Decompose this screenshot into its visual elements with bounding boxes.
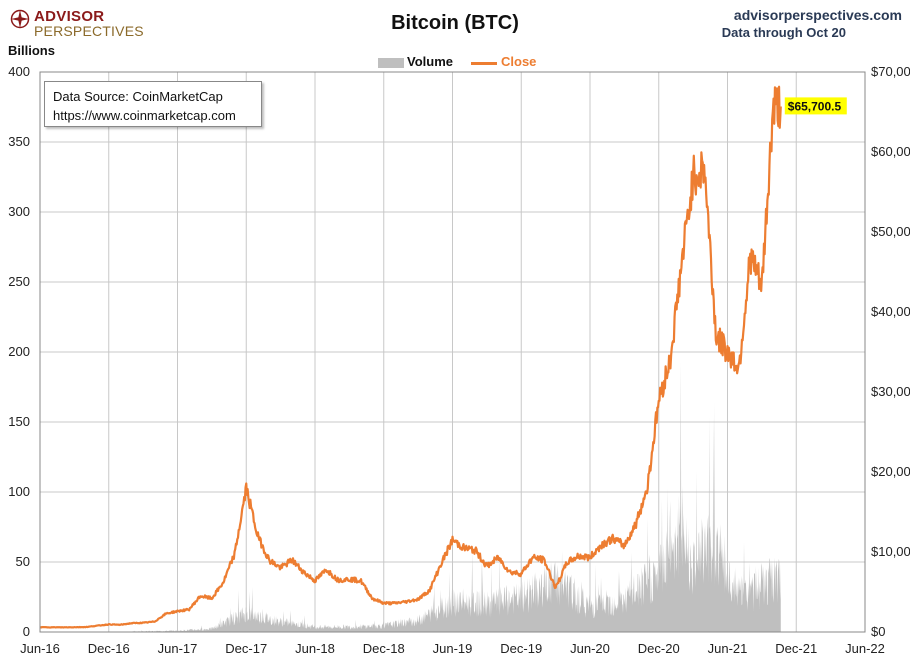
logo-line-perspectives: PERSPECTIVES <box>34 23 144 39</box>
x-tick-label: Jun-17 <box>158 641 198 656</box>
x-tick-label: Jun-19 <box>433 641 473 656</box>
data-source-line: Data Source: CoinMarketCap <box>53 89 223 104</box>
y-right-tick-label: $70,000 <box>871 64 910 79</box>
y-right-tick-label: $10,000 <box>871 544 910 559</box>
y-left-tick-label: 150 <box>8 414 30 429</box>
x-tick-label: Dec-21 <box>775 641 817 656</box>
y-left-tick-label: 250 <box>8 274 30 289</box>
y-left-tick-label: 0 <box>23 624 30 639</box>
legend-label-volume: Volume <box>407 54 453 69</box>
y-left-tick-labels: 0 50 100 150 200 250 300 350 400 <box>8 64 30 639</box>
y-right-tick-label: $0 <box>871 624 885 639</box>
x-tick-label: Dec-20 <box>638 641 680 656</box>
gridlines <box>39 71 866 633</box>
y-left-tick-label: 300 <box>8 204 30 219</box>
y-left-tick-label: 350 <box>8 134 30 149</box>
plot-area-border <box>39 71 866 633</box>
y-left-tick-label: 400 <box>8 64 30 79</box>
volume-series <box>40 361 781 632</box>
chart-title: Bitcoin (BTC) <box>391 12 519 34</box>
compass-rose-icon <box>10 9 30 29</box>
close-series <box>39 85 782 629</box>
y-right-tick-labels: $0 $10,000 $20,000 $30,000 $40,000 $50,000 $60… <box>871 64 910 639</box>
x-tick-label: Dec-18 <box>363 641 405 656</box>
y-right-tick-label: $20,000 <box>871 464 910 479</box>
last-value-callout: $65,700.5 <box>784 97 847 115</box>
y-left-tick-label: 200 <box>8 344 30 359</box>
data-source-url: https://www.coinmarketcap.com <box>53 108 236 123</box>
advisor-perspectives-logo: ADVISOR PERSPECTIVES <box>10 6 150 39</box>
logo-line-advisor: ADVISOR <box>34 8 105 25</box>
y-right-tick-label: $40,000 <box>871 304 910 319</box>
legend-swatch-volume <box>378 58 404 68</box>
close-line <box>39 85 782 629</box>
legend-label-close: Close <box>501 54 537 69</box>
y-left-tick-label: 100 <box>8 484 30 499</box>
x-tick-labels: Jun-16 Dec-16 Jun-17 Dec-17 Jun-18 Dec-18 Jun-… <box>20 641 885 656</box>
last-value-label: $65,700.5 <box>788 99 842 113</box>
volume-area <box>40 361 781 632</box>
y-axis-unit-label: Billions <box>8 43 55 58</box>
callout-background <box>784 97 847 115</box>
legend-swatch-close <box>471 62 497 65</box>
x-tick-label: Jun-21 <box>708 641 748 656</box>
x-tick-label: Jun-20 <box>570 641 610 656</box>
x-tick-label: Dec-16 <box>88 641 130 656</box>
x-tick-label: Jun-16 <box>20 641 60 656</box>
x-tick-label: Dec-17 <box>225 641 267 656</box>
data-through-note: Data through Oct 20 <box>721 25 846 40</box>
x-tick-label: Jun-18 <box>295 641 335 656</box>
x-tick-label: Dec-19 <box>500 641 542 656</box>
x-tick-label: Jun-22 <box>845 641 885 656</box>
data-source-note: Data Source: CoinMarketCap https://www.c… <box>44 81 262 127</box>
y-right-tick-label: $60,000 <box>871 144 910 159</box>
y-right-tick-label: $50,000 <box>871 224 910 239</box>
site-url: advisorperspectives.com <box>733 7 902 23</box>
y-left-tick-label: 50 <box>16 554 30 569</box>
y-right-tick-label: $30,000 <box>871 384 910 399</box>
